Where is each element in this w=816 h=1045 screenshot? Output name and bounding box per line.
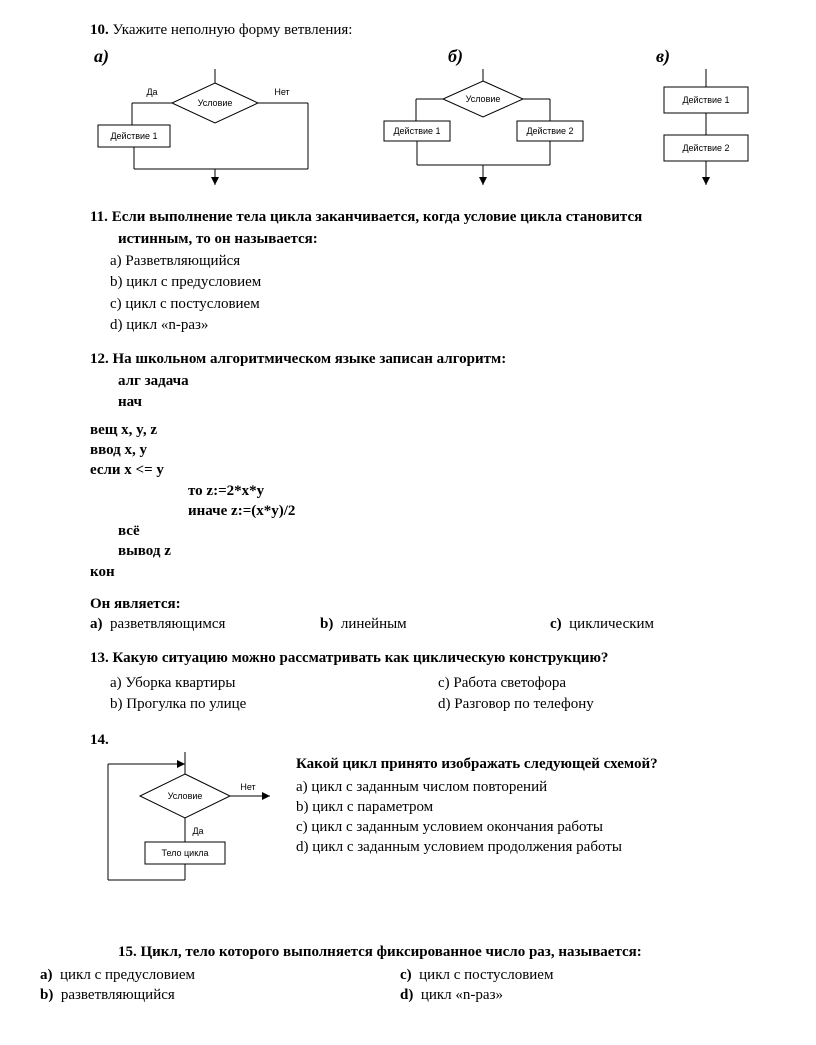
q13-num: 13.: [90, 650, 109, 666]
q15-opt-d: d) цикл «n-раз»: [400, 985, 553, 1005]
q13-opt-d: d) Разговор по телефону: [438, 694, 766, 714]
flowchart-b: Условие Действие 1 Действие 2: [378, 69, 588, 189]
q11-title1: Если выполнение тела цикла заканчивается…: [112, 209, 643, 225]
q14-opt-b: b) цикл с параметром: [296, 797, 766, 817]
q10: 10. Укажите неполную форму ветвления: а)…: [90, 20, 766, 189]
q12-opt-b: b) линейным: [320, 614, 550, 634]
q15: 15. Цикл, тело которого выполняется фикс…: [90, 942, 766, 1005]
q10-label-b: б): [448, 44, 588, 68]
q14-num: 14.: [90, 730, 766, 750]
svg-text:Действие 1: Действие 1: [682, 95, 729, 105]
q11: 11. Если выполнение тела цикла заканчива…: [90, 207, 766, 336]
svg-text:Да: Да: [192, 826, 203, 836]
flowchart-v: Действие 1 Действие 2: [646, 69, 766, 189]
q15-opt-c: c) цикл с постусловием: [400, 965, 553, 985]
svg-text:Да: Да: [146, 87, 157, 97]
q10-diagrams: а) Условие Да Нет Действие 1: [90, 44, 766, 188]
svg-text:Действие 2: Действие 2: [526, 126, 573, 136]
q13-opt-c: c) Работа светофора: [438, 673, 766, 693]
alg-l2: нач: [90, 392, 766, 412]
alg-l4: ввод x, y: [90, 440, 766, 460]
q10-num: 10.: [90, 22, 109, 38]
svg-text:Нет: Нет: [240, 782, 255, 792]
q10-label-a: а): [94, 44, 320, 68]
svg-text:Действие 1: Действие 1: [110, 131, 157, 141]
q11-opt-d: d) цикл «n-раз»: [110, 315, 766, 335]
q15-opt-b: b) разветвляющийся: [40, 985, 400, 1005]
q12: 12. На школьном алгоритмическом языке за…: [90, 349, 766, 634]
flowchart-loop: Условие Нет Да Тело цикла: [90, 752, 290, 902]
q11-title2: истинным, то он называется:: [90, 229, 766, 249]
q15-options: a) цикл с предусловием b) разветвляющийс…: [40, 965, 766, 1006]
q13-title: Какую ситуацию можно рассматривать как ц…: [113, 650, 609, 666]
q10-diag-b: б) Условие Действие 1 Действие 2: [378, 44, 588, 188]
q12-is: Он является:: [90, 594, 766, 614]
q13-opt-a: a) Уборка квартиры: [110, 673, 438, 693]
q12-opt-a: a) разветвляющимся: [90, 614, 320, 634]
alg-l1: алг задача: [90, 371, 766, 391]
alg-l7: иначе z:=(x*y)/2: [90, 501, 766, 521]
q11-opt-a: a) Разветвляющийся: [110, 251, 766, 271]
q15-opt-a: a) цикл с предусловием: [40, 965, 400, 985]
alg-l10: кон: [90, 562, 766, 582]
q14-diagram: Условие Нет Да Тело цикла: [90, 752, 290, 902]
q15-num: 15.: [118, 944, 137, 960]
flowchart-a: Условие Да Нет Действие 1: [90, 69, 320, 189]
q12-options: a) разветвляющимся b) линейным c) циклич…: [90, 614, 766, 634]
q13-options: a) Уборка квартиры b) Прогулка по улице …: [90, 671, 766, 717]
q14: 14. Условие Нет Да Тело цикла: [90, 730, 766, 902]
svg-text:Действие 2: Действие 2: [682, 143, 729, 153]
alg-l6: то z:=2*x*y: [90, 481, 766, 501]
alg-l5: если x <= y: [90, 460, 766, 480]
q14-title: Какой цикл принято изображать следующей …: [296, 754, 766, 774]
q13: 13. Какую ситуацию можно рассматривать к…: [90, 648, 766, 716]
svg-text:Тело цикла: Тело цикла: [161, 848, 208, 858]
q14-opt-a: a) цикл с заданным числом повторений: [296, 777, 766, 797]
q15-title: Цикл, тело которого выполняется фиксиров…: [141, 944, 642, 960]
q12-num: 12.: [90, 351, 109, 367]
alg-l3: вещ x, y, z: [90, 420, 766, 440]
uslovie-text: Условие: [198, 98, 233, 108]
alg-l9: вывод z: [90, 541, 766, 561]
alg-l8: всё: [90, 521, 766, 541]
q14-opt-c: c) цикл с заданным условием окончания ра…: [296, 817, 766, 837]
svg-text:Нет: Нет: [274, 87, 289, 97]
svg-text:Действие 1: Действие 1: [393, 126, 440, 136]
svg-text:Условие: Условие: [466, 94, 501, 104]
q11-opt-b: b) цикл с предусловием: [110, 272, 766, 292]
q12-title: На школьном алгоритмическом языке записа…: [113, 351, 507, 367]
q10-label-v: в): [656, 44, 766, 68]
q10-diag-a: а) Условие Да Нет Действие 1: [90, 44, 320, 188]
q11-num: 11.: [90, 209, 108, 225]
q13-opt-b: b) Прогулка по улице: [110, 694, 438, 714]
q14-opt-d: d) цикл с заданным условием продолжения …: [296, 837, 766, 857]
q11-options: a) Разветвляющийся b) цикл с предусловие…: [90, 251, 766, 335]
q11-opt-c: c) цикл с постусловием: [110, 294, 766, 314]
svg-text:Условие: Условие: [168, 791, 203, 801]
q10-title: Укажите неполную форму ветвления:: [113, 22, 353, 38]
q12-opt-c: c) циклическим: [550, 614, 654, 634]
q10-diag-v: в) Действие 1 Действие 2: [646, 44, 766, 188]
